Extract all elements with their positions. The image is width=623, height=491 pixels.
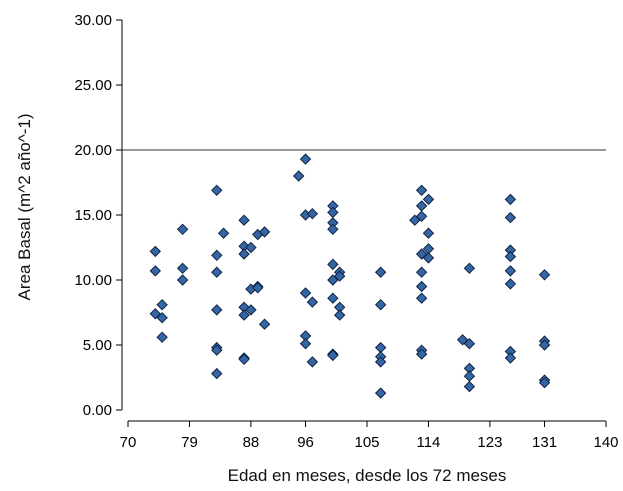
data-point bbox=[374, 387, 387, 399]
data-point bbox=[211, 184, 223, 197]
data-point bbox=[538, 376, 551, 389]
data-point bbox=[327, 349, 339, 362]
data-point bbox=[374, 266, 387, 278]
data-point bbox=[299, 337, 312, 350]
y-axis-title: Area Basal (m^2 año^-1) bbox=[15, 114, 34, 301]
data-point bbox=[299, 153, 312, 165]
y-tick-label: 25.00 bbox=[74, 77, 112, 94]
x-axis-title: Edad en meses, desde los 72 meses bbox=[228, 466, 507, 485]
data-point bbox=[333, 309, 346, 321]
y-tick-label: 20.00 bbox=[74, 142, 112, 159]
data-point bbox=[156, 298, 168, 311]
x-tick-label: 79 bbox=[181, 434, 198, 451]
data-point bbox=[156, 311, 168, 324]
data-point bbox=[211, 367, 223, 380]
y-tick-label: 10.00 bbox=[74, 272, 112, 289]
data-point bbox=[415, 266, 428, 278]
markers-layer bbox=[149, 153, 551, 399]
data-point bbox=[211, 304, 223, 316]
data-point bbox=[415, 210, 428, 223]
data-point bbox=[293, 170, 305, 182]
x-tick-label: 96 bbox=[297, 434, 314, 451]
x-tick-label: 70 bbox=[120, 434, 137, 451]
data-point bbox=[176, 274, 189, 286]
data-point bbox=[176, 223, 189, 236]
data-point bbox=[156, 331, 168, 343]
data-point bbox=[333, 270, 346, 282]
data-point bbox=[238, 353, 250, 366]
x-tick-label: 114 bbox=[416, 434, 440, 451]
data-point bbox=[245, 241, 257, 254]
data-point bbox=[415, 248, 428, 260]
x-axis-ticks: 70 79 88 96 105 114 123 131 140 bbox=[120, 421, 619, 451]
data-point bbox=[327, 274, 339, 286]
data-point bbox=[238, 248, 250, 260]
data-point bbox=[463, 370, 476, 382]
data-point bbox=[504, 211, 517, 224]
data-point bbox=[415, 200, 428, 212]
y-tick-label: 15.00 bbox=[74, 207, 112, 224]
data-point bbox=[245, 304, 257, 316]
data-point bbox=[415, 184, 428, 197]
data-point bbox=[327, 223, 339, 236]
data-point bbox=[327, 206, 339, 219]
data-point bbox=[538, 269, 551, 281]
data-point bbox=[415, 280, 428, 293]
data-point bbox=[306, 296, 319, 308]
data-point bbox=[149, 265, 162, 277]
y-axis-ticks: 0.00 5.00 10.00 15.00 20.00 25.00 30.00 bbox=[74, 12, 122, 419]
data-point bbox=[374, 298, 387, 311]
x-tick-label: 123 bbox=[477, 434, 502, 451]
data-point bbox=[463, 262, 476, 275]
y-tick-label: 30.00 bbox=[74, 12, 112, 29]
data-point bbox=[422, 252, 435, 264]
data-point bbox=[211, 249, 223, 262]
data-point bbox=[306, 356, 319, 368]
data-point bbox=[538, 339, 551, 351]
data-point bbox=[327, 258, 339, 271]
data-point bbox=[409, 214, 421, 226]
data-point bbox=[238, 309, 250, 321]
data-point bbox=[299, 287, 312, 299]
data-point bbox=[211, 344, 223, 356]
data-point bbox=[422, 193, 435, 206]
data-point bbox=[504, 278, 517, 290]
x-tick-label: 131 bbox=[532, 434, 557, 451]
data-point bbox=[422, 227, 435, 239]
data-point bbox=[258, 226, 271, 238]
data-point bbox=[327, 292, 339, 304]
data-point bbox=[149, 245, 162, 258]
x-tick-label: 88 bbox=[243, 434, 260, 451]
data-point bbox=[306, 207, 319, 220]
data-point bbox=[374, 356, 387, 368]
data-point bbox=[149, 308, 162, 320]
data-point bbox=[463, 337, 476, 350]
y-tick-label: 5.00 bbox=[83, 337, 112, 354]
data-point bbox=[415, 292, 428, 304]
data-point bbox=[415, 348, 428, 360]
data-point bbox=[504, 265, 517, 277]
data-point bbox=[238, 214, 250, 226]
y-tick-label: 0.00 bbox=[83, 402, 112, 419]
data-point bbox=[504, 352, 517, 364]
data-point bbox=[217, 227, 230, 239]
data-point bbox=[504, 193, 517, 206]
data-point bbox=[456, 334, 469, 346]
data-point bbox=[176, 262, 189, 275]
x-tick-label: 105 bbox=[354, 434, 379, 451]
data-point bbox=[211, 266, 223, 278]
x-tick-label: 140 bbox=[593, 434, 618, 451]
data-point bbox=[463, 380, 476, 393]
data-point bbox=[252, 282, 264, 294]
data-point bbox=[258, 318, 271, 330]
data-point bbox=[504, 250, 517, 263]
